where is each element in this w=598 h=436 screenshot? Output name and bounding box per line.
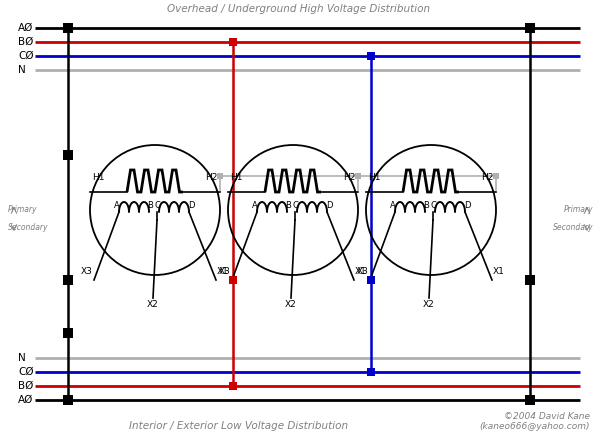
Text: D: D bbox=[188, 201, 194, 210]
Text: Interior / Exterior Low Voltage Distribution: Interior / Exterior Low Voltage Distribu… bbox=[129, 421, 349, 431]
Text: X2: X2 bbox=[147, 300, 159, 309]
Text: N: N bbox=[18, 353, 26, 363]
Text: X2: X2 bbox=[285, 300, 297, 309]
Text: C: C bbox=[154, 201, 160, 210]
Text: H2: H2 bbox=[344, 173, 356, 182]
Text: X1: X1 bbox=[493, 267, 505, 276]
Text: X3: X3 bbox=[81, 267, 93, 276]
Text: N: N bbox=[18, 65, 26, 75]
Text: X2: X2 bbox=[423, 300, 435, 309]
Text: AØ: AØ bbox=[18, 395, 33, 405]
Text: Overhead / Underground High Voltage Distribution: Overhead / Underground High Voltage Dist… bbox=[167, 4, 431, 14]
Text: H1: H1 bbox=[368, 173, 380, 182]
Text: D: D bbox=[464, 201, 470, 210]
Text: X1: X1 bbox=[217, 267, 229, 276]
Text: H1: H1 bbox=[92, 173, 105, 182]
Text: Secondary: Secondary bbox=[8, 224, 48, 232]
Text: C: C bbox=[292, 201, 298, 210]
Text: A: A bbox=[252, 201, 258, 210]
Text: C: C bbox=[430, 201, 436, 210]
Text: Primary: Primary bbox=[8, 205, 38, 215]
Text: BØ: BØ bbox=[18, 37, 33, 47]
Text: H2: H2 bbox=[481, 173, 494, 182]
Text: B: B bbox=[147, 201, 153, 210]
Text: H2: H2 bbox=[206, 173, 218, 182]
Text: B: B bbox=[423, 201, 429, 210]
Text: B: B bbox=[285, 201, 291, 210]
Text: X1: X1 bbox=[355, 267, 367, 276]
Text: D: D bbox=[326, 201, 332, 210]
Text: CØ: CØ bbox=[18, 51, 33, 61]
Text: BØ: BØ bbox=[18, 381, 33, 391]
Text: X3: X3 bbox=[357, 267, 369, 276]
Text: CØ: CØ bbox=[18, 367, 33, 377]
Text: X3: X3 bbox=[219, 267, 231, 276]
Text: H1: H1 bbox=[230, 173, 243, 182]
Text: A: A bbox=[114, 201, 120, 210]
Text: A: A bbox=[390, 201, 396, 210]
Text: AØ: AØ bbox=[18, 23, 33, 33]
Text: ©2004 David Kane
(kaneo666@yahoo.com): ©2004 David Kane (kaneo666@yahoo.com) bbox=[480, 412, 590, 431]
Text: Primary: Primary bbox=[563, 205, 593, 215]
Text: Secondary: Secondary bbox=[553, 224, 593, 232]
